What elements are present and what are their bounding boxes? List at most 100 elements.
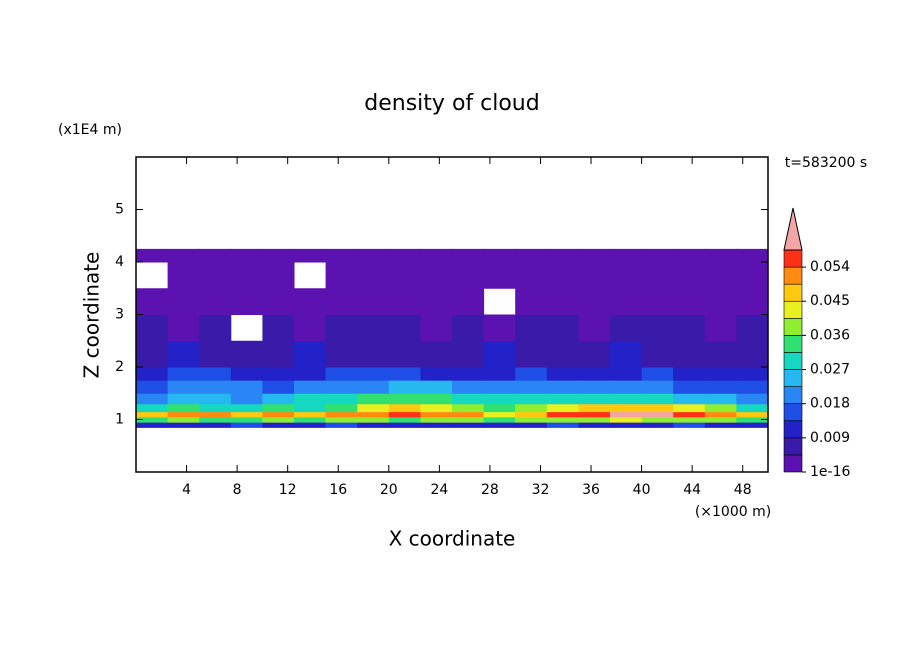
cell [388,262,421,289]
y-tick-label: 2 [115,359,124,375]
cell [199,416,232,423]
cell [673,380,706,394]
cell [736,380,769,394]
cell [420,262,453,289]
cell [673,416,706,423]
colorbar-band [783,369,803,387]
cell [420,411,453,418]
cell [388,248,421,263]
cell [641,393,674,405]
cell [357,393,390,405]
cell [357,411,390,418]
cell [199,288,232,315]
cell [262,248,295,263]
cell [578,314,611,342]
cell [230,416,263,423]
cell [199,262,232,289]
cell [704,340,737,368]
cell [420,288,453,315]
cell [420,314,453,342]
cell [704,422,737,428]
colorbar-band [783,352,803,370]
cell [325,422,358,428]
cell [262,403,295,413]
cell [610,416,643,423]
cell [262,380,295,394]
colorbar-band [783,266,803,285]
cell [136,367,169,381]
x-tick-label: 36 [582,482,600,498]
cell [388,367,421,381]
cell [262,416,295,423]
cell [452,262,485,289]
cell [704,367,737,381]
cell [610,288,643,315]
cell [294,403,327,413]
cell [515,393,548,405]
cell [483,314,516,342]
cell [136,340,169,368]
cell [736,393,769,405]
cell [736,314,769,342]
cell [673,262,706,289]
cell [199,340,232,368]
colorbar-tick-label: 0.054 [810,259,850,275]
cell [515,248,548,263]
cell [483,411,516,418]
cell [167,262,200,289]
cell [294,248,327,263]
cell [515,380,548,394]
cell [452,411,485,418]
cell [420,393,453,405]
cell [325,262,358,289]
cell [325,248,358,263]
cell [704,393,737,405]
chart-title: density of cloud [364,91,539,116]
cell [294,380,327,394]
cell [136,248,169,263]
cell [136,411,169,418]
cell [136,393,169,405]
cell [452,422,485,428]
cell [578,403,611,413]
cell [704,248,737,263]
cell [736,340,769,368]
cell [452,380,485,394]
cell [325,340,358,368]
cell [736,288,769,315]
colorbar-band [783,437,803,456]
cell [452,416,485,423]
colorbar-tick-label: 0.027 [810,362,850,378]
cell [167,403,200,413]
cell [199,422,232,428]
cell [294,314,327,342]
cell [483,393,516,405]
cell [641,380,674,394]
cell [610,314,643,342]
cell [357,262,390,289]
cell [357,422,390,428]
cell [388,393,421,405]
cell [388,288,421,315]
colorbar-tick-label: 0.036 [810,327,850,343]
cell [294,411,327,418]
cell [167,380,200,394]
colorbar-band [783,318,803,336]
cell [230,288,263,315]
cell [388,380,421,394]
colorbar-band [783,454,803,473]
cell [167,248,200,263]
cell [325,403,358,413]
cell [452,340,485,368]
cell [736,422,769,428]
cell [388,416,421,423]
cell [641,416,674,423]
cell [230,248,263,263]
cell [578,340,611,368]
cell [420,403,453,413]
colorbar-tick-label: 0.018 [810,396,850,412]
cell [230,340,263,368]
cell [736,367,769,381]
cell [578,288,611,315]
cell [673,422,706,428]
